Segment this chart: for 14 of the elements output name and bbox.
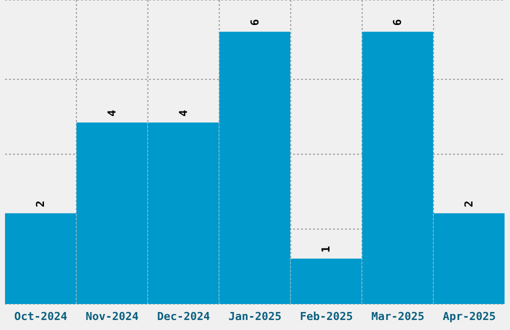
x-tick-label: Feb-2025	[300, 310, 353, 323]
x-tick-label: Apr-2025	[442, 310, 496, 323]
data-label: 6	[248, 18, 262, 26]
data-label: 1	[320, 246, 333, 253]
x-tick-label: Mar-2025	[371, 310, 424, 323]
x-tick-label: Dec-2024	[157, 310, 210, 323]
data-label: 4	[176, 110, 190, 117]
data-label: 2	[34, 200, 47, 208]
x-tick-label: Nov-2024	[86, 310, 140, 323]
data-label: 4	[105, 110, 118, 117]
data-label: 6	[391, 18, 404, 26]
x-tick-label: Oct-2024	[14, 310, 68, 323]
x-tick-label: Jan-2025	[228, 310, 282, 323]
data-label: 2	[462, 200, 476, 208]
